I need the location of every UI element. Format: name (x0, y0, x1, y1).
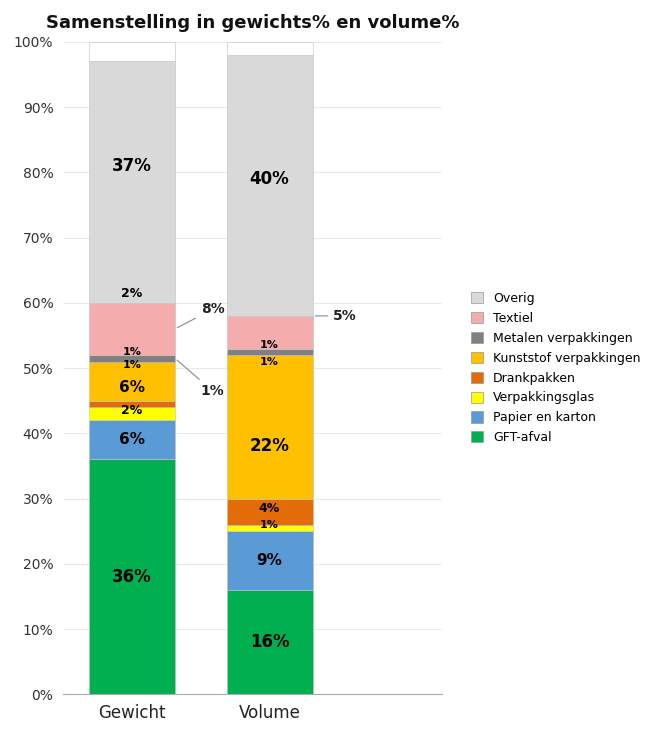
Text: 1%: 1% (122, 347, 142, 357)
Bar (227, 54, 313, 316)
Legend: Overig, Textiel, Metalen verpakkingen, Kunststof verpakkingen, Drankpakken, Verp: Overig, Textiel, Metalen verpakkingen, K… (467, 289, 644, 448)
Bar (89, 302, 175, 355)
Text: 2%: 2% (121, 404, 142, 417)
Text: 6%: 6% (119, 381, 145, 395)
Text: 9%: 9% (257, 553, 283, 568)
Text: 8%: 8% (178, 302, 225, 328)
Text: 2%: 2% (121, 286, 142, 300)
Text: 40%: 40% (249, 170, 289, 188)
Text: 5%: 5% (315, 309, 357, 323)
Bar (227, 42, 313, 54)
Title: Samenstelling in gewichts% en volume%: Samenstelling in gewichts% en volume% (46, 14, 459, 32)
Bar (227, 590, 313, 694)
Text: 22%: 22% (249, 437, 289, 456)
Bar (227, 525, 313, 531)
Bar (89, 42, 175, 61)
Bar (89, 407, 175, 420)
Bar (89, 400, 175, 407)
Bar (89, 361, 175, 400)
Text: 1%: 1% (122, 360, 142, 369)
Bar (227, 498, 313, 525)
Bar (89, 61, 175, 302)
Text: 16%: 16% (250, 633, 289, 651)
Bar (89, 420, 175, 459)
Text: 6%: 6% (119, 432, 145, 447)
Text: 1%: 1% (177, 360, 225, 398)
Bar (227, 355, 313, 498)
Bar (227, 316, 313, 349)
Bar (89, 355, 175, 361)
Bar (227, 349, 313, 355)
Bar (227, 531, 313, 590)
Text: 1%: 1% (260, 356, 279, 367)
Text: 36%: 36% (112, 568, 152, 586)
Text: 1%: 1% (260, 340, 279, 350)
Text: 4%: 4% (259, 502, 280, 515)
Text: 37%: 37% (112, 157, 152, 174)
Text: 1%: 1% (260, 520, 279, 530)
Bar (89, 459, 175, 694)
